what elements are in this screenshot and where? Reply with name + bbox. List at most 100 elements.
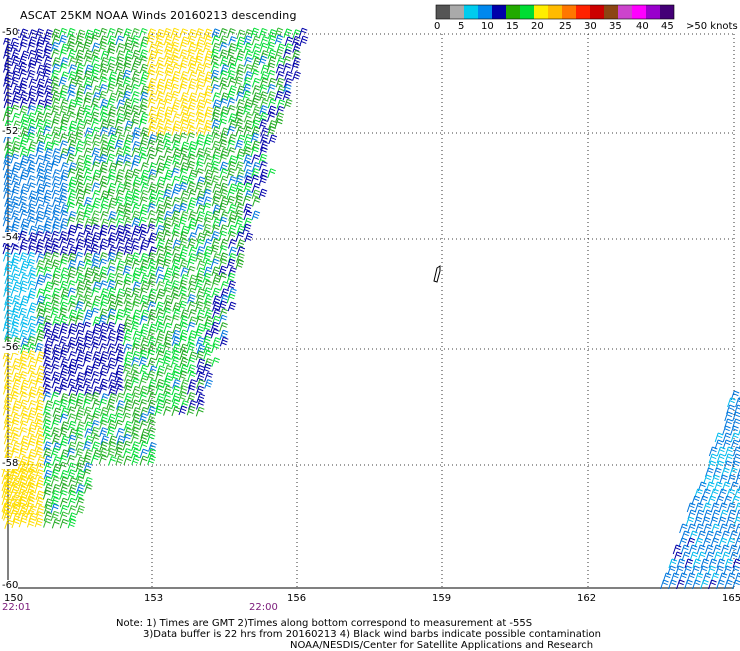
wind-barb	[236, 162, 244, 171]
wind-barb	[12, 330, 20, 339]
lon-label-165: 165	[722, 593, 740, 604]
legend-label-40: 40	[636, 21, 649, 32]
wind-barb	[212, 358, 220, 367]
wind-barb	[243, 91, 251, 100]
wind-barb	[52, 260, 60, 269]
wind-barb	[251, 28, 259, 37]
wind-barb	[736, 524, 740, 533]
wind-barb	[171, 91, 179, 100]
wind-barb	[99, 357, 107, 366]
wind-barb	[115, 252, 123, 261]
wind-barb	[171, 294, 179, 303]
wind-barb	[27, 294, 35, 303]
wind-barb	[139, 77, 147, 86]
wind-barb	[60, 519, 68, 528]
wind-barb	[300, 36, 308, 45]
wind-barb	[92, 288, 100, 297]
wind-barb	[259, 28, 267, 37]
wind-barb	[197, 72, 205, 81]
wind-barb	[195, 329, 203, 338]
wind-barb	[99, 399, 107, 408]
note-line-1: Note: 1) Times are GMT 2)Times along bot…	[116, 618, 532, 629]
wind-barb	[60, 99, 68, 108]
wind-barb	[84, 288, 92, 297]
wind-barb	[196, 225, 204, 234]
wind-barb	[284, 29, 292, 38]
wind-barb	[35, 343, 43, 352]
wind-barb	[84, 379, 92, 388]
wind-barb	[11, 105, 19, 114]
wind-barb	[12, 57, 20, 66]
wind-barb	[269, 135, 277, 144]
wind-barb	[67, 217, 75, 226]
wind-barb	[124, 456, 132, 465]
legend-label-0: 0	[434, 21, 440, 32]
wind-barb	[259, 56, 267, 65]
wind-barb	[76, 449, 84, 458]
wind-barb	[171, 315, 179, 324]
wind-barb	[148, 456, 156, 465]
wind-barb	[35, 357, 43, 366]
wind-barb	[132, 169, 140, 178]
wind-barb	[187, 406, 195, 415]
note-line-2: 3)Data buffer is 22 hrs from 20160213 4)…	[143, 629, 601, 640]
wind-barb	[188, 393, 196, 402]
wind-barb	[245, 191, 253, 200]
wind-barb	[245, 233, 253, 242]
wind-barb	[59, 462, 67, 471]
wind-barb	[251, 70, 259, 79]
wind-barb	[27, 308, 35, 317]
wind-barb	[107, 189, 115, 198]
lon-label-162: 162	[577, 593, 596, 604]
wind-barb	[83, 210, 91, 219]
lon-label-153: 153	[144, 593, 163, 604]
note-line-3: NOAA/NESDIS/Center for Satellite Applica…	[290, 640, 593, 651]
wind-barb	[60, 379, 68, 388]
wind-barb	[237, 135, 245, 144]
legend-label-35: 35	[609, 21, 622, 32]
wind-barb	[37, 100, 45, 109]
wind-barb	[13, 380, 21, 389]
time-label-2201: 22:01	[2, 602, 31, 613]
wind-barb	[212, 267, 220, 276]
wind-barb	[59, 77, 67, 86]
wind-barb	[173, 380, 181, 389]
wind-barb	[171, 357, 179, 366]
wind-barb	[116, 456, 124, 465]
wind-barb	[69, 485, 77, 494]
wind-barb	[51, 161, 59, 170]
wind-barb	[83, 357, 91, 366]
wind-barb	[187, 266, 195, 275]
wind-barb	[35, 280, 43, 289]
wind-barb	[283, 63, 291, 72]
wind-barb	[236, 127, 244, 136]
wind-barb	[124, 162, 132, 171]
wind-barb	[283, 91, 291, 100]
wind-barb	[187, 84, 195, 93]
wind-barb	[43, 392, 51, 401]
wind-barb	[139, 154, 147, 163]
wind-barb	[259, 189, 267, 198]
wind-barb	[164, 176, 172, 185]
wind-barb	[11, 392, 19, 401]
wind-barb	[51, 476, 59, 485]
legend-label-20: 20	[531, 21, 544, 32]
wind-barb	[163, 273, 171, 282]
wind-barb	[67, 238, 75, 247]
island-outline	[434, 266, 440, 282]
wind-barb	[179, 84, 187, 93]
wind-barb	[268, 169, 276, 178]
wind-barb	[68, 113, 76, 122]
wind-barb	[28, 162, 36, 171]
wind-barb	[133, 226, 141, 235]
wind-barb	[179, 406, 187, 415]
wind-barb	[131, 63, 139, 72]
wind-barb	[3, 322, 11, 331]
lat-lon-grid	[8, 34, 734, 588]
lat-label-54: -54	[2, 232, 18, 243]
lat-label-56: -56	[2, 342, 18, 353]
wind-barb	[115, 126, 123, 135]
wind-barb	[139, 119, 147, 128]
wind-barb	[228, 29, 236, 38]
